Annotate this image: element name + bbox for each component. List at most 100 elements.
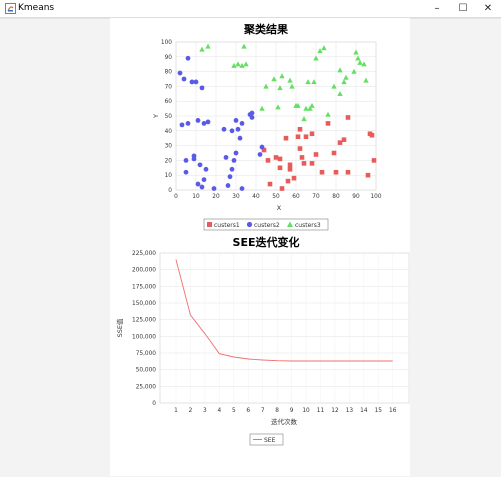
scatter-point-custers2: [239, 186, 245, 191]
scatter-point-custers2: [249, 110, 255, 116]
scatter-point-custers3: [295, 102, 301, 108]
scatter-point-custers3: [303, 105, 309, 111]
see-x-tick-label: 14: [360, 408, 368, 414]
scatter-point-custers1: [279, 186, 285, 191]
scatter-y-tick-label: 90: [165, 55, 173, 61]
scatter-point-custers1: [341, 137, 347, 142]
scatter-x-tick-label: 50: [272, 194, 280, 200]
scatter-y-tick-label: 40: [165, 129, 173, 135]
scatter-point-custers1: [325, 121, 331, 126]
see-y-tick-label: 100,000: [132, 334, 156, 340]
see-x-tick-label: 8: [275, 408, 279, 414]
scatter-point-custers2: [229, 128, 235, 134]
window-title: Kmeans: [18, 3, 55, 13]
scatter-point-custers2: [239, 121, 245, 126]
maximize-button[interactable]: ☐: [458, 3, 468, 14]
scatter-point-custers3: [309, 102, 315, 108]
scatter-point-custers3: [263, 83, 269, 89]
legend-marker-custers1: [207, 222, 212, 227]
scatter-point-custers3: [307, 105, 313, 111]
scatter-point-custers2: [179, 122, 185, 128]
see-x-axis-label: 迭代次数: [271, 417, 298, 426]
scatter-point-custers1: [261, 147, 267, 153]
scatter-point-custers1: [301, 161, 307, 166]
legend-label-custers1: custers1: [214, 222, 240, 229]
scatter-point-custers1: [285, 178, 291, 184]
see-x-tick-label: 13: [346, 408, 354, 414]
scatter-point-custers2: [235, 126, 241, 132]
scatter-point-custers3: [343, 74, 349, 80]
see-line-chart: SEE迭代变化 1 2 3 4 5 6 7 8 9 10 11 12 13 14 15 16 025,0005…: [115, 235, 410, 446]
scatter-point-custers1: [371, 158, 377, 163]
scatter-x-tick-label: 100: [370, 194, 381, 200]
scatter-point-custers1: [287, 166, 293, 172]
close-button[interactable]: ✕: [483, 3, 493, 14]
scatter-point-custers1: [297, 127, 303, 132]
see-y-tick-label: 225,000: [132, 251, 156, 257]
scatter-point-custers2: [233, 150, 239, 156]
scatter-point-custers3: [363, 77, 369, 83]
scatter-point-custers2: [205, 119, 211, 125]
legend-label-custers3: custers3: [295, 222, 321, 229]
scatter-point-custers3: [301, 116, 307, 122]
scatter-point-custers1: [309, 161, 315, 166]
see-y-axis-label: SSE值: [115, 318, 124, 337]
see-x-tick-labels: 1 2 3 4 5 6 7 8 9 10 11 12 13 14 15 16: [174, 408, 397, 414]
see-y-tick-label: 25,000: [136, 384, 157, 390]
scatter-point-custers3: [239, 62, 245, 68]
scatter-point-custers3: [271, 76, 277, 82]
see-y-tick-label: 175,000: [132, 284, 156, 290]
scatter-point-custers1: [345, 115, 351, 120]
scatter-point-custers2: [229, 166, 235, 172]
scatter-point-custers3: [289, 83, 295, 89]
scatter-point-custers2: [183, 169, 189, 175]
see-x-tick-label: 7: [261, 408, 265, 414]
scatter-point-custers2: [191, 153, 197, 159]
scatter-point-custers3: [259, 105, 265, 111]
scatter-point-custers2: [177, 70, 183, 76]
scatter-point-custers2: [195, 118, 201, 123]
scatter-point-custers3: [325, 111, 331, 117]
scatter-point-custers1: [295, 134, 301, 140]
scatter-point-custers3: [311, 79, 317, 85]
scatter-y-tick-label: 100: [161, 40, 172, 46]
see-legend-box: [249, 433, 284, 446]
scatter-point-custers1: [369, 132, 375, 138]
scatter-y-tick-label: 20: [165, 158, 173, 164]
see-x-tick-label: 1: [174, 408, 178, 414]
see-chart-title: SEE迭代变化: [233, 235, 300, 249]
scatter-point-custers3: [205, 43, 211, 49]
scatter-point-custers1: [291, 175, 297, 181]
scatter-x-tick-label: 20: [212, 194, 220, 200]
see-x-tick-label: 2: [189, 408, 193, 414]
scatter-point-custers1: [331, 150, 337, 156]
scatter-point-custers1: [309, 131, 315, 137]
scatter-point-custers1: [277, 156, 283, 162]
scatter-point-custers3: [241, 43, 247, 49]
scatter-point-custers2: [199, 85, 205, 91]
scatter-point-custers1: [337, 140, 343, 145]
scatter-y-axis-label: Y: [152, 114, 160, 119]
scatter-x-tick-labels: 0 10 20 30 40 50 60 70 80 90 100: [174, 194, 382, 200]
scatter-point-custers3: [353, 49, 359, 55]
scatter-point-custers2: [227, 174, 233, 180]
scatter-x-tick-label: 30: [232, 194, 240, 200]
scatter-chart-title: 聚类结果: [243, 22, 288, 36]
see-y-tick-label: 150,000: [132, 301, 156, 307]
scatter-point-custers1: [365, 172, 371, 178]
scatter-point-custers1: [319, 169, 325, 175]
scatter-y-tick-labels: 0 10 20 30 40 50 60 70 80 90 100: [161, 40, 172, 194]
minimize-button[interactable]: –: [434, 3, 440, 14]
scatter-point-custers3: [331, 83, 337, 89]
scatter-point-custers2: [203, 166, 209, 172]
see-x-tick-label: 6: [246, 408, 250, 414]
scatter-point-custers3: [337, 67, 343, 73]
scatter-x-tick-label: 10: [192, 194, 200, 200]
scatter-point-custers3: [351, 68, 357, 74]
see-gridlines: [160, 252, 409, 404]
see-x-tick-label: 9: [290, 408, 294, 414]
scatter-point-custers3: [235, 61, 241, 67]
scatter-point-custers1: [267, 181, 273, 187]
scatter-point-custers2: [221, 126, 227, 132]
scatter-point-custers2: [233, 118, 239, 123]
